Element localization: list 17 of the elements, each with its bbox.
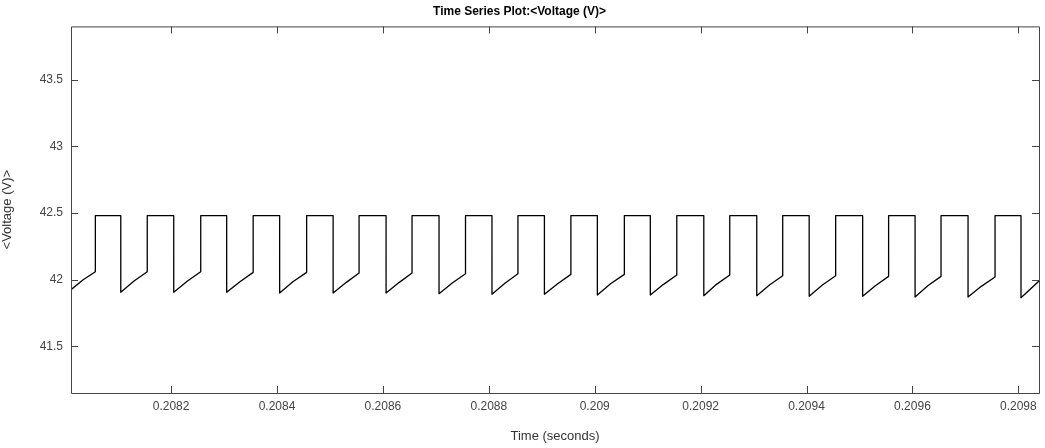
y-tick-label: 42.5: [39, 205, 64, 220]
y-axis-title: <Voltage (V)>: [0, 169, 15, 250]
x-tick-label: 0.209: [579, 398, 611, 413]
x-tick-label: 0.2098: [1000, 398, 1038, 413]
y-tick-label: 43: [49, 138, 64, 153]
x-tick-label: 0.2082: [152, 398, 190, 413]
x-tick-label: 0.2092: [682, 398, 720, 413]
x-tick-label: 0.2094: [788, 398, 826, 413]
x-axis-title: Time (seconds): [510, 427, 600, 443]
y-tick-label: 43.5: [39, 72, 64, 87]
y-tick-label: 41.5: [39, 338, 64, 353]
chart-title: Time Series Plot:<Voltage (V)>: [433, 3, 606, 18]
x-tick-label: 0.2084: [258, 398, 296, 413]
x-tick-label: 0.2088: [470, 398, 508, 413]
y-tick-label: 42: [49, 272, 64, 286]
x-tick-label: 0.2096: [894, 398, 932, 413]
x-tick-label: 0.2086: [364, 398, 402, 413]
